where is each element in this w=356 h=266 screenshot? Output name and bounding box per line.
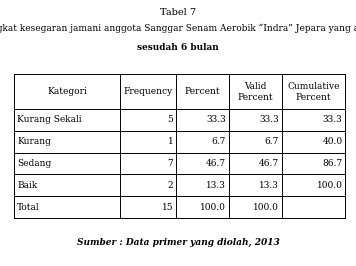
Text: Valid
Percent: Valid Percent: [238, 82, 273, 102]
Text: 46.7: 46.7: [259, 159, 279, 168]
Text: 7: 7: [168, 159, 173, 168]
Text: 5: 5: [168, 115, 173, 124]
Text: Baik: Baik: [17, 181, 37, 190]
Text: 2: 2: [168, 181, 173, 190]
Text: Kurang: Kurang: [17, 137, 51, 146]
Text: Percent: Percent: [185, 87, 220, 96]
Text: 33.3: 33.3: [259, 115, 279, 124]
Text: 100.0: 100.0: [200, 203, 226, 212]
Text: Kategori: Kategori: [47, 87, 87, 96]
Text: 33.3: 33.3: [323, 115, 342, 124]
Text: 13.3: 13.3: [206, 181, 226, 190]
Text: 6.7: 6.7: [212, 137, 226, 146]
Text: Sedang: Sedang: [17, 159, 51, 168]
Text: 86.7: 86.7: [322, 159, 342, 168]
Text: 33.3: 33.3: [206, 115, 226, 124]
Text: Frequency: Frequency: [124, 87, 173, 96]
Text: 15: 15: [162, 203, 173, 212]
Text: Total: Total: [17, 203, 40, 212]
Text: 13.3: 13.3: [259, 181, 279, 190]
Text: sesudah 6 bulan: sesudah 6 bulan: [137, 43, 219, 52]
Text: Cumulative
Percent: Cumulative Percent: [287, 82, 340, 102]
Text: 40.0: 40.0: [322, 137, 342, 146]
Text: Sumber : Data primer yang diolah, 2013: Sumber : Data primer yang diolah, 2013: [77, 238, 279, 247]
Text: Tabel 7: Tabel 7: [160, 8, 196, 17]
Text: 6.7: 6.7: [265, 137, 279, 146]
Text: 1: 1: [168, 137, 173, 146]
Text: 46.7: 46.7: [206, 159, 226, 168]
Text: Kurang Sekali: Kurang Sekali: [17, 115, 82, 124]
Text: 100.0: 100.0: [316, 181, 342, 190]
Text: 100.0: 100.0: [253, 203, 279, 212]
Text: Tingkat kesegaran jamani anggota Sanggar Senam Aerobik “Indra” Jepara yang aktif: Tingkat kesegaran jamani anggota Sanggar…: [0, 24, 356, 33]
